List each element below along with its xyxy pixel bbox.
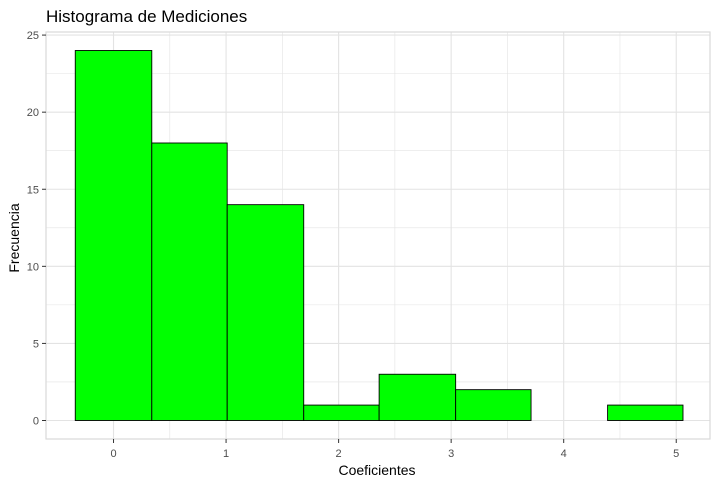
y-tick-label: 20	[27, 107, 39, 119]
y-tick-label: 15	[27, 184, 39, 196]
chart-title: Histograma de Mediciones	[46, 7, 247, 26]
histogram-bar	[378, 373, 457, 421]
x-tick-label: 0	[110, 448, 116, 460]
histogram-bar	[151, 142, 228, 421]
x-tick-label: 4	[561, 448, 567, 460]
y-tick-label: 5	[33, 338, 39, 350]
histogram-bar	[607, 404, 684, 421]
x-axis-title: Coeficientes	[338, 462, 415, 478]
y-axis: 0 5 10 15 20 25	[27, 30, 46, 428]
x-tick-label: 2	[336, 448, 342, 460]
x-axis: 0 1 2 3 4 5	[110, 439, 679, 460]
y-tick-label: 0	[33, 416, 39, 428]
y-tick-label: 25	[27, 30, 39, 42]
histogram-bar	[455, 389, 532, 421]
y-tick-label: 10	[27, 261, 39, 273]
panel-border	[45, 31, 711, 440]
x-tick-label: 1	[223, 448, 229, 460]
histogram-bar	[303, 404, 380, 421]
x-tick-label: 5	[673, 448, 679, 460]
histogram-bar	[74, 50, 153, 421]
x-tick-label: 3	[448, 448, 454, 460]
y-axis-title: Frecuencia	[6, 203, 22, 272]
histogram-bars	[74, 50, 684, 421]
histogram-bar	[226, 204, 305, 421]
